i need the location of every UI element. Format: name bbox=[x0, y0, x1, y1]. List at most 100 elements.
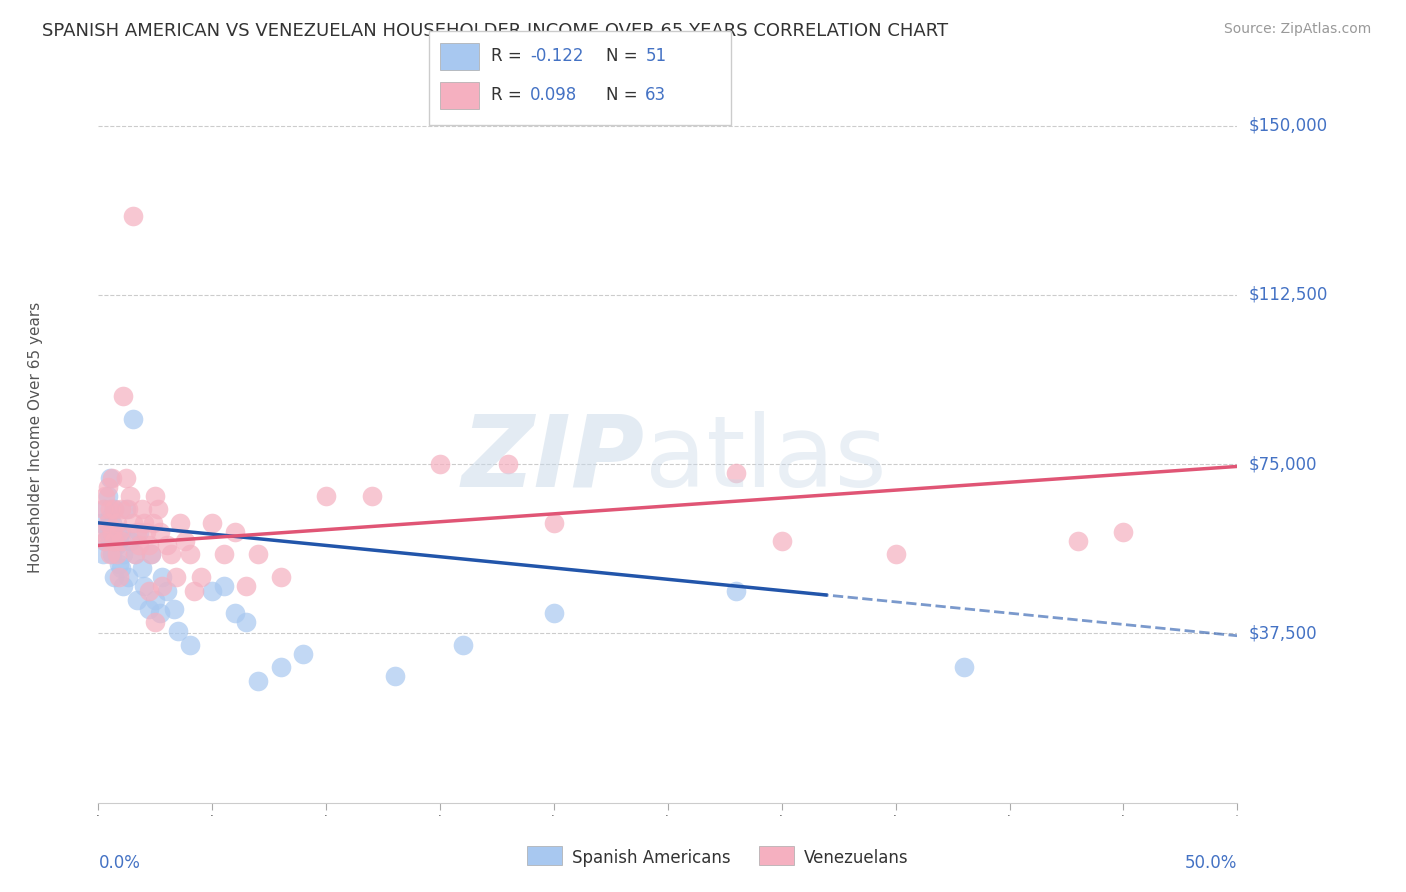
Point bbox=[114, 471, 136, 485]
Point bbox=[127, 592, 149, 607]
Point bbox=[165, 570, 187, 584]
Point bbox=[94, 533, 117, 548]
Text: 0.0%: 0.0% bbox=[98, 854, 141, 872]
Point bbox=[94, 502, 117, 516]
Point bbox=[112, 548, 135, 562]
Point bbox=[270, 570, 292, 584]
Point bbox=[292, 647, 315, 661]
Point bbox=[124, 548, 146, 562]
Point bbox=[108, 533, 131, 548]
Point bbox=[98, 533, 121, 548]
Point bbox=[121, 209, 143, 223]
Point bbox=[105, 548, 128, 562]
Point bbox=[103, 533, 125, 548]
Point bbox=[156, 583, 179, 598]
Point bbox=[179, 638, 201, 652]
Point bbox=[315, 489, 337, 503]
Point bbox=[132, 516, 155, 530]
Point bbox=[103, 570, 125, 584]
Text: R =: R = bbox=[491, 87, 527, 104]
Point bbox=[110, 533, 132, 548]
Point bbox=[150, 579, 173, 593]
Point bbox=[246, 673, 269, 688]
Point bbox=[384, 669, 406, 683]
Point bbox=[953, 660, 976, 674]
Text: N =: N = bbox=[606, 87, 643, 104]
Point bbox=[103, 502, 125, 516]
Point bbox=[128, 524, 150, 539]
Text: $37,500: $37,500 bbox=[1249, 624, 1317, 642]
Text: 51: 51 bbox=[645, 47, 666, 65]
Point bbox=[1067, 533, 1090, 548]
Text: Venezuelans: Venezuelans bbox=[804, 849, 908, 867]
Point bbox=[121, 516, 143, 530]
Point bbox=[105, 538, 128, 552]
Point bbox=[142, 516, 165, 530]
Point bbox=[160, 548, 183, 562]
Point bbox=[138, 538, 160, 552]
Point bbox=[132, 579, 155, 593]
Point bbox=[139, 548, 162, 562]
Point bbox=[98, 511, 121, 525]
Point bbox=[156, 538, 179, 552]
Text: 63: 63 bbox=[645, 87, 666, 104]
Point bbox=[224, 524, 246, 539]
Text: $112,500: $112,500 bbox=[1249, 285, 1327, 304]
Point bbox=[124, 548, 146, 562]
Text: ZIP: ZIP bbox=[463, 410, 645, 508]
Point bbox=[98, 548, 121, 562]
Point bbox=[212, 579, 235, 593]
Point bbox=[96, 524, 118, 539]
Text: -0.122: -0.122 bbox=[530, 47, 583, 65]
Point bbox=[770, 533, 793, 548]
Point bbox=[131, 561, 153, 575]
Point bbox=[94, 533, 117, 548]
Point bbox=[105, 516, 128, 530]
Point bbox=[190, 570, 212, 584]
Point bbox=[235, 615, 257, 630]
Point bbox=[149, 524, 172, 539]
Text: Spanish Americans: Spanish Americans bbox=[572, 849, 731, 867]
Point bbox=[167, 624, 190, 639]
Point bbox=[94, 489, 117, 503]
Point bbox=[121, 412, 143, 426]
Point bbox=[110, 524, 132, 539]
Point bbox=[108, 570, 131, 584]
Point bbox=[91, 502, 114, 516]
Point bbox=[101, 516, 124, 530]
Point bbox=[246, 548, 269, 562]
Point bbox=[101, 548, 124, 562]
Point bbox=[114, 502, 136, 516]
Point bbox=[498, 457, 520, 471]
Point bbox=[201, 583, 224, 598]
Point bbox=[96, 480, 118, 494]
Text: Source: ZipAtlas.com: Source: ZipAtlas.com bbox=[1223, 22, 1371, 37]
Point bbox=[179, 548, 201, 562]
Point bbox=[360, 489, 382, 503]
Text: 50.0%: 50.0% bbox=[1185, 854, 1237, 872]
Point bbox=[98, 502, 121, 516]
Point bbox=[146, 502, 169, 516]
Point bbox=[110, 502, 132, 516]
Point bbox=[131, 502, 153, 516]
Text: atlas: atlas bbox=[645, 410, 887, 508]
Point bbox=[543, 516, 565, 530]
Point bbox=[108, 524, 131, 539]
Point bbox=[235, 579, 257, 593]
Point bbox=[145, 592, 167, 607]
Point bbox=[96, 516, 118, 530]
Point bbox=[138, 601, 160, 615]
Point bbox=[105, 524, 128, 539]
Text: SPANISH AMERICAN VS VENEZUELAN HOUSEHOLDER INCOME OVER 65 YEARS CORRELATION CHAR: SPANISH AMERICAN VS VENEZUELAN HOUSEHOLD… bbox=[42, 22, 948, 40]
Text: N =: N = bbox=[606, 47, 643, 65]
Text: $75,000: $75,000 bbox=[1249, 455, 1317, 473]
Text: Householder Income Over 65 years: Householder Income Over 65 years bbox=[28, 301, 44, 573]
Point bbox=[135, 524, 157, 539]
Point bbox=[212, 548, 235, 562]
Text: R =: R = bbox=[491, 47, 527, 65]
Point bbox=[149, 606, 172, 620]
Point bbox=[138, 583, 160, 598]
Point bbox=[224, 606, 246, 620]
Point bbox=[451, 638, 474, 652]
Point bbox=[101, 524, 124, 539]
